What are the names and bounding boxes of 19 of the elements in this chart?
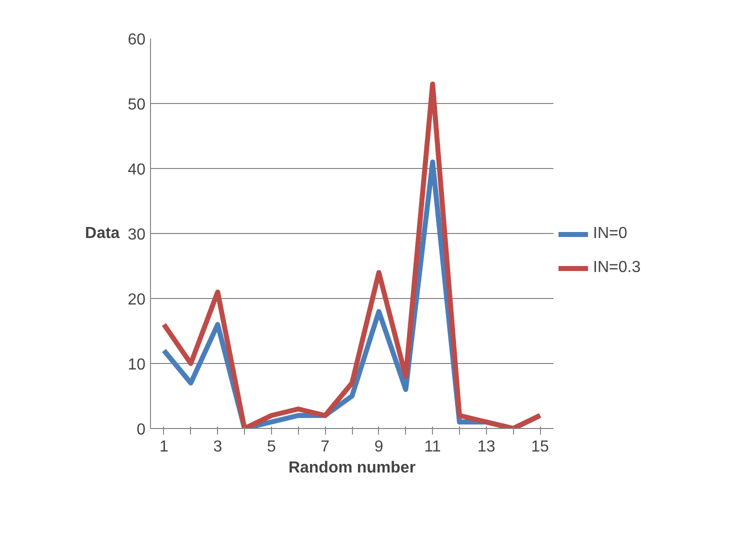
x-tick-label: 9 bbox=[374, 438, 384, 456]
y-tick-label: 50 bbox=[128, 96, 146, 114]
y-tick-label: 60 bbox=[128, 32, 146, 48]
y-tick-label: 0 bbox=[136, 422, 146, 438]
y-tick-label: 20 bbox=[128, 292, 146, 308]
x-tick-label: 11 bbox=[424, 438, 442, 456]
y-tick-label: 30 bbox=[128, 226, 146, 244]
legend-label: IN=0.3 bbox=[593, 259, 641, 277]
x-tick-label: 1 bbox=[159, 438, 168, 456]
x-tick-label: 5 bbox=[266, 438, 276, 456]
legend-label: IN=0 bbox=[593, 225, 628, 243]
x-axis-title: Random number bbox=[288, 460, 416, 476]
y-axis-title: Data bbox=[85, 225, 120, 242]
x-tick-label: 7 bbox=[320, 438, 330, 456]
y-tick-label: 10 bbox=[128, 356, 146, 374]
x-tick-label: 3 bbox=[213, 438, 222, 456]
x-tick-label: 13 bbox=[477, 438, 496, 456]
y-tick-label: 40 bbox=[128, 162, 146, 178]
x-tick-label: 15 bbox=[531, 438, 550, 456]
